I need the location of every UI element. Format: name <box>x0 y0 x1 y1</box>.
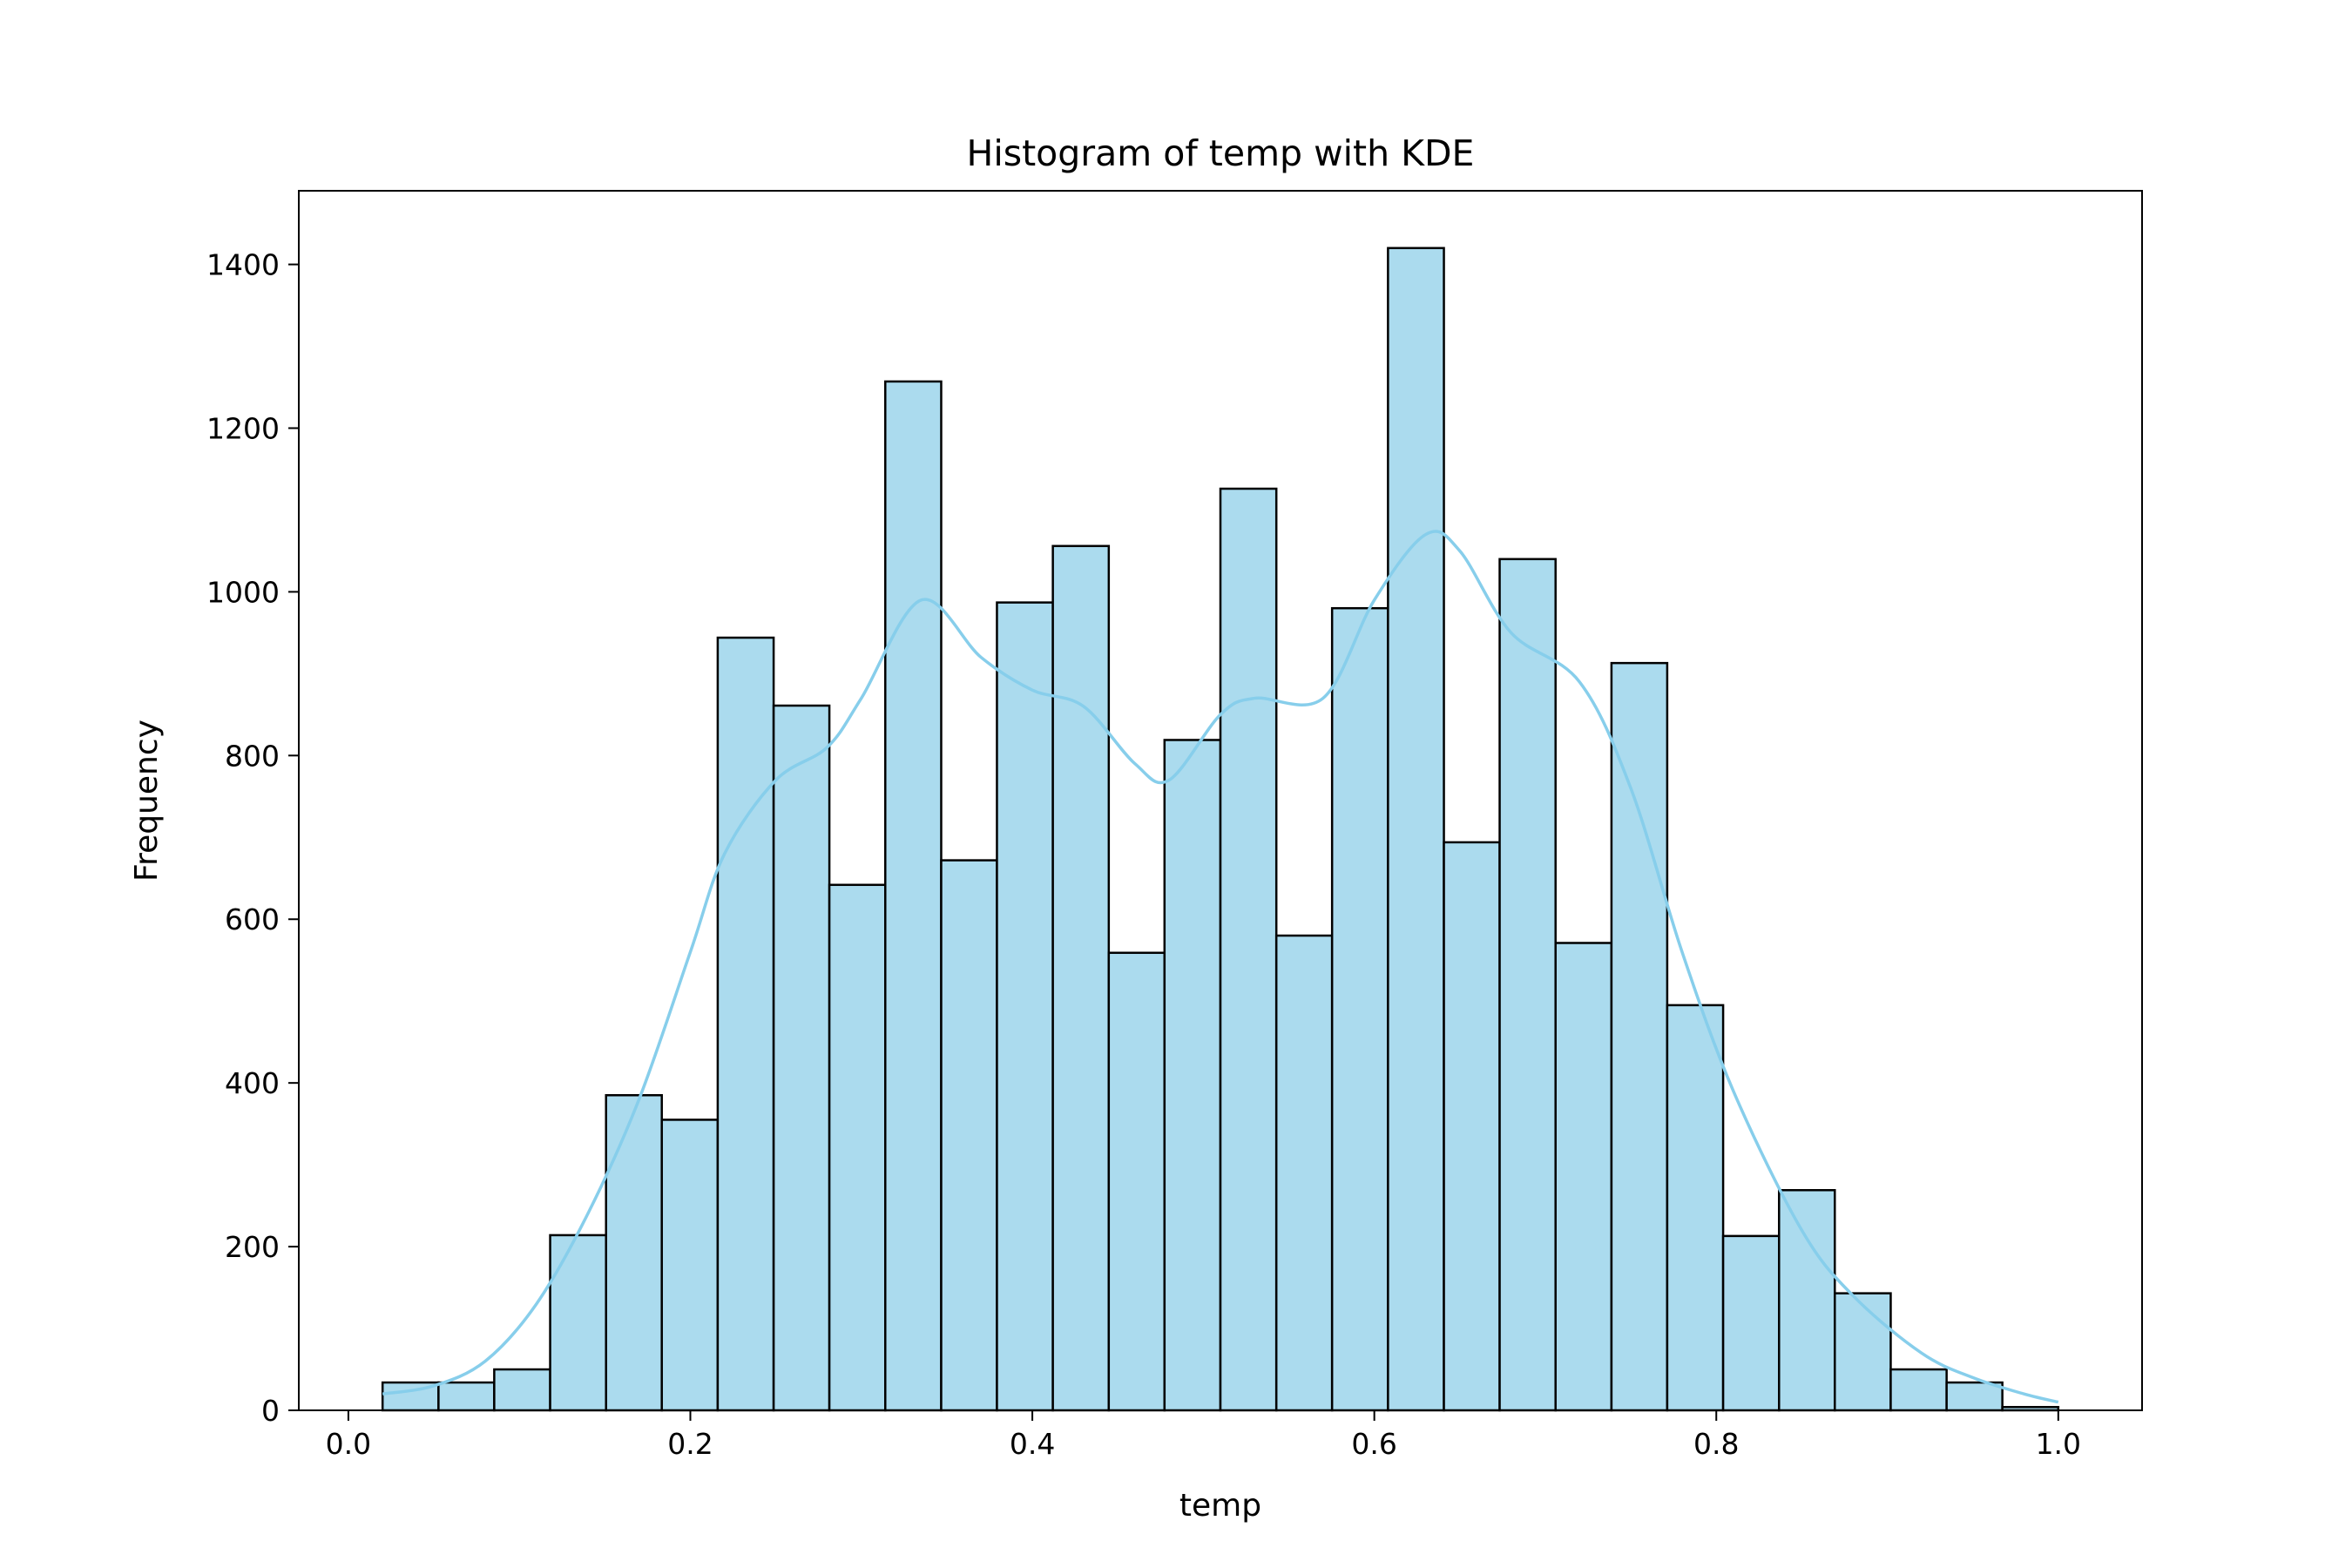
y-tick-label: 1200 <box>206 411 280 445</box>
y-axis-label: Frequency <box>129 720 165 882</box>
histogram-bar <box>660 1119 720 1412</box>
histogram-bar <box>549 1233 607 1412</box>
histogram-bar <box>1443 841 1501 1412</box>
histogram-bar <box>1330 606 1389 1412</box>
histogram-bar <box>1219 487 1278 1412</box>
histogram-bar <box>1610 661 1669 1412</box>
kde-curve <box>382 530 2059 1404</box>
histogram-bar <box>1107 951 1166 1412</box>
x-axis-label: temp <box>1179 1488 1261 1524</box>
y-tick-label: 0 <box>261 1394 280 1428</box>
histogram-bar <box>1721 1234 1781 1412</box>
y-tick-label: 800 <box>225 739 280 773</box>
histogram-bar <box>884 380 943 1412</box>
histogram-bar <box>1834 1292 1892 1412</box>
y-tick-label: 1400 <box>206 248 280 282</box>
histogram-bar <box>1274 934 1334 1412</box>
y-axis-ticks: 0 200 400 600 800 1000 1200 1400 <box>206 248 299 1428</box>
histogram-bar <box>940 859 998 1412</box>
histogram-bar <box>605 1094 663 1412</box>
histogram-bars <box>381 247 2060 1412</box>
histogram-bar <box>772 704 831 1412</box>
x-tick-label: 0.6 <box>1351 1427 1396 1461</box>
histogram-bar <box>1945 1381 2004 1412</box>
histogram-bar <box>493 1368 551 1412</box>
histogram-bar <box>1051 544 1111 1412</box>
histogram-bar <box>1889 1368 1948 1412</box>
histogram-bar <box>1778 1189 1836 1412</box>
histogram-bar <box>716 636 775 1412</box>
x-axis-ticks: 0.0 0.2 0.4 0.6 0.8 1.0 <box>326 1410 2081 1461</box>
y-tick-label: 1000 <box>206 575 280 609</box>
y-tick-label: 200 <box>225 1230 280 1264</box>
histogram-bar <box>1163 739 1222 1412</box>
y-tick-label: 400 <box>225 1066 280 1100</box>
x-tick-label: 0.0 <box>326 1427 371 1461</box>
histogram-bar <box>996 601 1054 1412</box>
x-tick-label: 0.8 <box>1693 1427 1739 1461</box>
histogram-bar <box>1498 558 1557 1412</box>
histogram-bar <box>1666 1004 1725 1412</box>
histogram-bar <box>437 1381 496 1412</box>
x-tick-label: 0.2 <box>667 1427 713 1461</box>
histogram-bar <box>1387 247 1445 1412</box>
x-tick-label: 1.0 <box>2036 1427 2081 1461</box>
chart-title: Histogram of temp with KDE <box>967 132 1475 174</box>
plot-frame <box>298 190 2143 1411</box>
histogram-bar <box>828 883 887 1412</box>
y-tick-label: 600 <box>225 902 280 936</box>
histogram-bar <box>1554 942 1613 1412</box>
x-tick-label: 0.4 <box>1010 1427 1055 1461</box>
